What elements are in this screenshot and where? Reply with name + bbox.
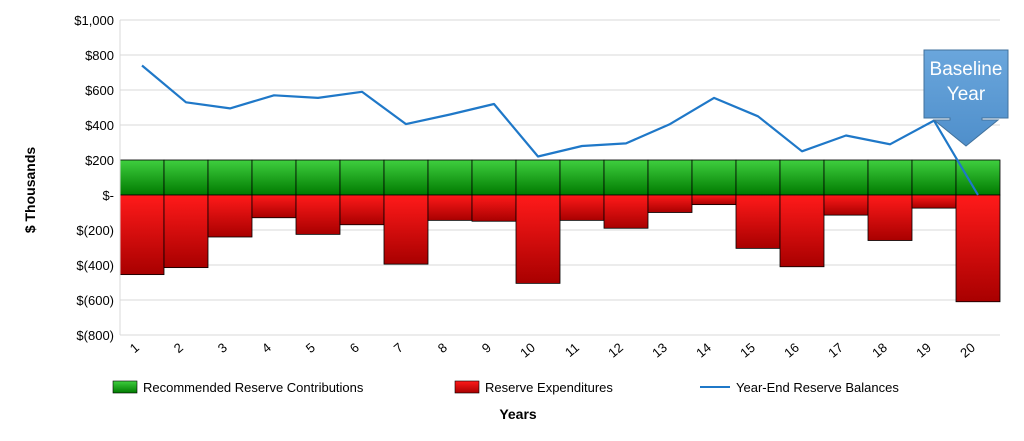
expenditure-bar — [295, 194, 341, 235]
contribution-bar — [163, 159, 209, 196]
contribution-bar — [603, 159, 649, 196]
y-tick-label: $800 — [85, 48, 114, 63]
x-tick-label: 7 — [391, 340, 406, 356]
y-tick-label: $(800) — [76, 328, 114, 343]
bars — [119, 159, 1001, 303]
x-tick-label: 12 — [605, 340, 626, 361]
y-tick-label: $- — [102, 188, 114, 203]
contribution-bar — [955, 159, 1001, 196]
legend: Recommended Reserve Contributions Reserv… — [112, 380, 899, 395]
x-tick-label: 6 — [347, 340, 362, 356]
expenditure-bar — [559, 194, 605, 221]
legend-swatch-contributions — [112, 380, 138, 394]
contribution-bar — [867, 159, 913, 196]
contribution-bar — [647, 159, 693, 196]
baseline-callout: Baseline Year — [923, 49, 1009, 147]
expenditure-bar — [911, 194, 957, 209]
expenditure-bar — [339, 194, 385, 226]
y-tick-label: $1,000 — [74, 13, 114, 28]
contribution-bar — [735, 159, 781, 196]
expenditure-bar — [427, 194, 473, 221]
contribution-bar — [119, 159, 165, 196]
expenditure-bar — [207, 194, 253, 238]
callout-arrow-shape — [923, 49, 1009, 147]
contribution-bar — [339, 159, 385, 196]
x-tick-label: 3 — [215, 340, 230, 356]
y-tick-label: $(600) — [76, 293, 114, 308]
x-tick-label: 4 — [259, 340, 274, 356]
x-tick-label: 16 — [781, 340, 802, 361]
x-tick-label: 20 — [957, 340, 978, 361]
x-tick-label: 2 — [171, 340, 186, 356]
contribution-bar — [779, 159, 825, 196]
x-tick-label: 10 — [517, 340, 538, 361]
expenditure-bar — [471, 194, 517, 222]
legend-item-contributions: Recommended Reserve Contributions — [112, 380, 364, 395]
expenditure-bar — [867, 194, 913, 241]
y-tick-label: $200 — [85, 153, 114, 168]
x-tick-label: 13 — [649, 340, 670, 361]
expenditure-bar — [735, 194, 781, 249]
callout-text-line: Baseline — [930, 59, 1003, 80]
contribution-bar — [427, 159, 473, 196]
legend-swatch-expenditures — [454, 380, 480, 394]
balance-line-layer — [141, 64, 979, 196]
legend-item-balances: Year-End Reserve Balances — [700, 380, 899, 395]
contribution-bar — [295, 159, 341, 196]
x-tick-label: 14 — [693, 340, 714, 361]
expenditure-bar — [119, 194, 165, 276]
contribution-bar — [911, 159, 957, 196]
axes: $1,000 $800 $600 $400 $200 $- $(200) $(400) $(60… — [74, 13, 978, 361]
expenditure-bar — [603, 194, 649, 229]
contribution-bar — [207, 159, 253, 196]
x-tick-label: 18 — [869, 340, 890, 361]
x-axis-title: Years — [499, 406, 537, 422]
contribution-bar — [515, 159, 561, 196]
expenditure-bar — [251, 194, 297, 219]
expenditure-bar — [515, 194, 561, 284]
legend-label-expenditures: Reserve Expenditures — [485, 380, 613, 395]
expenditure-bar — [383, 194, 429, 265]
expenditure-bar — [647, 194, 693, 213]
contribution-bar — [251, 159, 297, 196]
expenditure-bar — [823, 194, 869, 216]
contribution-bar — [471, 159, 517, 196]
expenditure-bar — [163, 194, 209, 269]
expenditure-bar — [779, 194, 825, 268]
x-tick-label: 5 — [303, 340, 318, 356]
contribution-bar — [691, 159, 737, 196]
x-tick-label: 17 — [825, 340, 846, 361]
y-axis-title: $ Thousands — [22, 147, 38, 234]
x-tick-label: 1 — [127, 340, 142, 356]
contribution-bar — [383, 159, 429, 196]
balance-line — [141, 64, 979, 196]
x-tick-label: 9 — [479, 340, 494, 356]
x-tick-label: 11 — [562, 340, 582, 360]
x-tick-label: 15 — [737, 340, 758, 361]
callout-text-line: Year — [947, 84, 986, 105]
legend-item-expenditures: Reserve Expenditures — [454, 380, 613, 395]
expenditure-bar — [955, 194, 1001, 303]
x-tick-label: 19 — [913, 340, 934, 361]
expenditure-bar — [691, 194, 737, 206]
y-tick-label: $(400) — [76, 258, 114, 273]
legend-label-balances: Year-End Reserve Balances — [736, 380, 899, 395]
x-tick-label: 8 — [435, 340, 450, 356]
contribution-bar — [823, 159, 869, 196]
legend-label-contributions: Recommended Reserve Contributions — [143, 380, 364, 395]
contribution-bar — [559, 159, 605, 196]
y-tick-label: $(200) — [76, 223, 114, 238]
y-tick-label: $600 — [85, 83, 114, 98]
y-tick-label: $400 — [85, 118, 114, 133]
